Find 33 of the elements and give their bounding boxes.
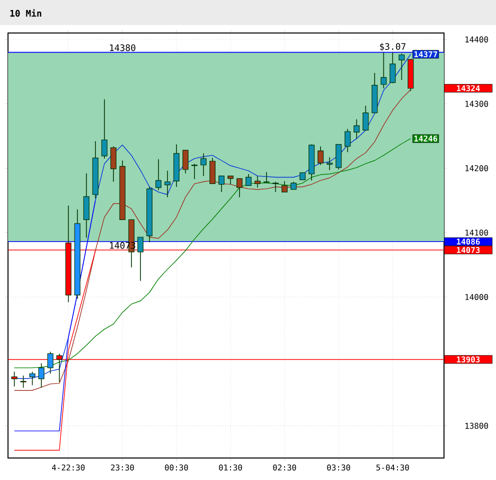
candlestick: [38, 362, 44, 388]
candlestick: [209, 158, 216, 184]
candlestick: [200, 153, 206, 176]
candlestick: [390, 52, 396, 84]
candlestick: [191, 163, 198, 180]
candlestick: [318, 146, 324, 166]
candlestick: [326, 156, 333, 171]
candlestick: [272, 181, 279, 192]
candlestick: [254, 176, 261, 188]
candlestick: [101, 98, 108, 159]
candlestick: [282, 180, 288, 192]
candlestick: [11, 371, 18, 387]
candlestick: [362, 105, 369, 131]
candlestick: [246, 174, 252, 186]
candlestick: [380, 52, 387, 89]
annotation: $3.07: [380, 42, 406, 52]
candlestick: [155, 158, 162, 191]
candlestick: [236, 178, 243, 198]
candlestick: [47, 351, 54, 374]
candlestick: [336, 144, 342, 170]
candlestick: [20, 375, 26, 388]
candlestick: [398, 53, 405, 80]
candlestick: [218, 176, 225, 192]
candlestick: [83, 172, 90, 238]
candlestick: [182, 150, 188, 174]
candlestick: [137, 236, 144, 282]
chart-title: 10 Min: [10, 9, 42, 17]
candlestick: [29, 371, 36, 386]
candlestick: [164, 170, 170, 198]
candlestick: [354, 118, 360, 139]
annotation: 14380: [110, 44, 136, 52]
candlestick: [110, 146, 116, 182]
candlestick: [344, 128, 351, 153]
